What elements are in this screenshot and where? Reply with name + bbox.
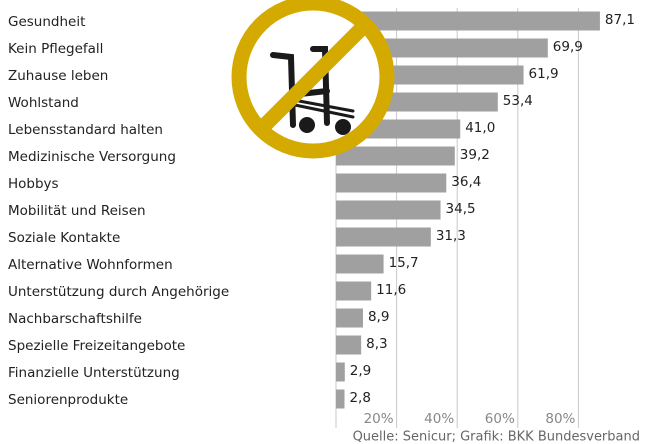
category-label: Kein Pflegefall [8, 41, 103, 57]
x-tick-label: 20% [364, 411, 394, 427]
value-label: 69,9 [553, 39, 583, 55]
category-label: Gesundheit [8, 14, 85, 30]
value-label: 31,3 [436, 228, 466, 244]
category-label: Nachbarschaftshilfe [8, 311, 142, 327]
category-label: Alternative Wohnformen [8, 257, 173, 273]
no-rollator-icon [231, 0, 395, 159]
bar [336, 335, 362, 355]
value-label: 34,5 [446, 201, 476, 217]
value-label: 8,9 [368, 309, 389, 325]
category-label: Zuhause leben [8, 68, 108, 84]
value-label: 87,1 [605, 12, 635, 28]
category-label: Hobbys [8, 176, 59, 192]
category-label: Spezielle Freizeitangebote [8, 338, 185, 354]
bar [336, 11, 600, 31]
bar [336, 281, 372, 301]
x-tick-label: 40% [424, 411, 454, 427]
value-label: 39,2 [460, 147, 490, 163]
category-label: Wohlstand [8, 95, 79, 111]
bar [336, 146, 455, 166]
source-note: Quelle: Senicur; Grafik: BKK Bundesverba… [353, 430, 640, 444]
category-label: Medizinische Versorgung [8, 149, 176, 165]
bar [336, 308, 363, 328]
value-label: 2,8 [349, 390, 370, 406]
bar [336, 173, 447, 193]
category-label: Seniorenprodukte [8, 392, 128, 408]
category-label: Finanzielle Unterstützung [8, 365, 180, 381]
value-label: 53,4 [503, 93, 533, 109]
value-label: 41,0 [465, 120, 495, 136]
value-label: 2,9 [350, 363, 371, 379]
bar [336, 227, 431, 247]
value-label: 11,6 [376, 282, 406, 298]
value-label: 15,7 [389, 255, 419, 271]
bar [336, 389, 345, 409]
x-tick-label: 80% [545, 411, 575, 427]
category-label: Unterstützung durch Angehörige [8, 284, 229, 300]
category-label: Mobilität und Reisen [8, 203, 146, 219]
value-label: 8,3 [366, 336, 387, 352]
value-label: 61,9 [529, 66, 559, 82]
bar [336, 362, 345, 382]
category-label: Soziale Kontakte [8, 230, 120, 246]
category-label: Lebensstandard halten [8, 122, 163, 138]
bar [336, 254, 384, 274]
x-tick-label: 60% [485, 411, 515, 427]
value-label: 36,4 [451, 174, 481, 190]
bar [336, 200, 441, 220]
